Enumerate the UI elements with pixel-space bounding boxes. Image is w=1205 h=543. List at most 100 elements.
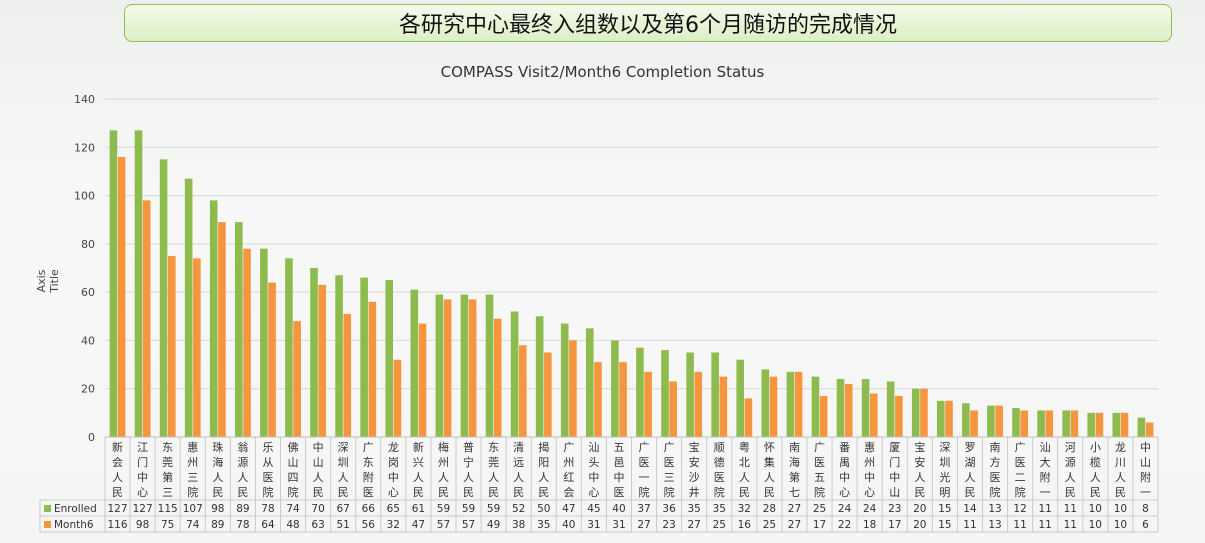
bar-month6: [1070, 410, 1079, 437]
legend-label-month6: Month6: [54, 519, 94, 531]
bar-month6: [1045, 410, 1054, 437]
bar-month6: [443, 299, 452, 437]
bar-enrolled: [585, 328, 594, 437]
category-label: 新会人民: [112, 440, 123, 499]
data-value-month6: 25: [713, 519, 726, 531]
data-value-month6: 63: [311, 519, 324, 531]
bar-enrolled: [1137, 417, 1146, 437]
data-value-month6: 22: [838, 519, 851, 531]
bar-enrolled: [761, 369, 770, 437]
data-value-month6: 56: [362, 519, 376, 531]
bar-enrolled: [460, 294, 469, 437]
category-label: 佛山四院: [288, 441, 299, 499]
bar-month6: [819, 395, 828, 437]
bar-month6: [117, 156, 126, 437]
category-label: 乐从医院: [262, 441, 273, 499]
data-value-enrolled: 25: [813, 503, 826, 515]
data-value-enrolled: 127: [108, 503, 128, 515]
data-value-month6: 98: [136, 519, 149, 531]
category-label: 五邑中医: [613, 441, 624, 499]
bar-enrolled: [360, 277, 368, 437]
data-value-enrolled: 10: [1089, 503, 1102, 515]
data-value-enrolled: 20: [913, 503, 926, 515]
y-tick-label: 40: [81, 334, 95, 347]
category-label: 广医五院: [814, 441, 825, 499]
data-value-month6: 38: [512, 519, 525, 531]
bar-enrolled: [109, 130, 118, 437]
bar-enrolled: [836, 379, 845, 437]
bar-month6: [167, 255, 176, 437]
data-value-month6: 31: [612, 519, 625, 531]
data-value-enrolled: 59: [487, 503, 500, 515]
bar-enrolled: [1112, 412, 1121, 437]
data-value-enrolled: 107: [183, 503, 203, 515]
category-label: 罗湖人民: [964, 441, 975, 499]
bar-month6: [694, 371, 703, 437]
data-value-enrolled: 67: [336, 503, 349, 515]
data-value-enrolled: 78: [261, 503, 274, 515]
data-value-month6: 10: [1114, 519, 1127, 531]
y-tick-label: 80: [81, 238, 95, 251]
bar-month6: [769, 376, 778, 437]
data-value-enrolled: 61: [412, 503, 425, 515]
category-label: 汕头中心: [588, 441, 599, 499]
bar-month6: [243, 248, 251, 437]
bar-month6: [669, 381, 678, 437]
data-value-enrolled: 70: [311, 503, 324, 515]
category-label: 广医三院: [664, 441, 675, 499]
bar-enrolled: [159, 159, 168, 437]
bar-month6: [518, 345, 527, 437]
bar-enrolled: [385, 280, 394, 437]
category-label: 汕大附一: [1040, 441, 1051, 499]
bar-month6: [1145, 422, 1154, 437]
data-value-enrolled: 24: [838, 503, 852, 515]
data-value-month6: 13: [988, 519, 1001, 531]
y-tick-label: 20: [81, 383, 95, 396]
bar-enrolled: [485, 294, 494, 437]
data-value-enrolled: 11: [1064, 503, 1077, 515]
bar-month6: [1120, 412, 1129, 437]
category-label: 番禺中心: [839, 441, 850, 499]
data-value-enrolled: 8: [1142, 503, 1149, 515]
data-value-enrolled: 66: [362, 503, 376, 515]
data-value-month6: 31: [587, 519, 600, 531]
data-value-enrolled: 37: [637, 503, 650, 515]
bar-month6: [418, 323, 427, 437]
data-value-month6: 15: [938, 519, 951, 531]
category-label: 珠海人民: [212, 440, 223, 499]
category-label: 小榄人民: [1090, 441, 1101, 499]
bar-enrolled: [936, 400, 945, 437]
data-value-enrolled: 52: [512, 503, 525, 515]
data-value-month6: 11: [1064, 519, 1077, 531]
category-label: 中山人民: [313, 441, 324, 499]
data-value-enrolled: 14: [963, 503, 977, 515]
bar-month6: [318, 284, 327, 437]
data-value-month6: 27: [687, 519, 700, 531]
data-value-month6: 20: [913, 519, 926, 531]
bar-enrolled: [134, 130, 143, 437]
bar-month6: [594, 362, 602, 437]
category-label: 广东附医: [363, 441, 374, 499]
data-value-month6: 40: [562, 519, 575, 531]
bar-month6: [544, 352, 552, 437]
y-tick-label: 100: [74, 190, 95, 203]
bar-month6: [142, 200, 151, 437]
data-value-month6: 10: [1089, 519, 1102, 531]
data-value-enrolled: 127: [133, 503, 153, 515]
category-label: 深圳光明: [939, 441, 950, 499]
bar-month6: [493, 318, 502, 437]
category-label: 龙川人民: [1115, 441, 1126, 499]
data-value-month6: 49: [487, 519, 500, 531]
data-value-enrolled: 40: [612, 503, 625, 515]
data-value-enrolled: 23: [888, 503, 901, 515]
data-value-enrolled: 50: [537, 503, 550, 515]
category-label: 广州红会: [563, 441, 574, 499]
category-label: 揭阳人民: [538, 440, 549, 499]
bar-enrolled: [911, 388, 920, 437]
bar-month6: [1020, 410, 1029, 437]
category-label: 宝安沙井: [689, 440, 700, 499]
bar-month6: [368, 301, 377, 437]
category-label: 东莞人民: [488, 441, 499, 499]
bar-enrolled: [285, 258, 293, 437]
